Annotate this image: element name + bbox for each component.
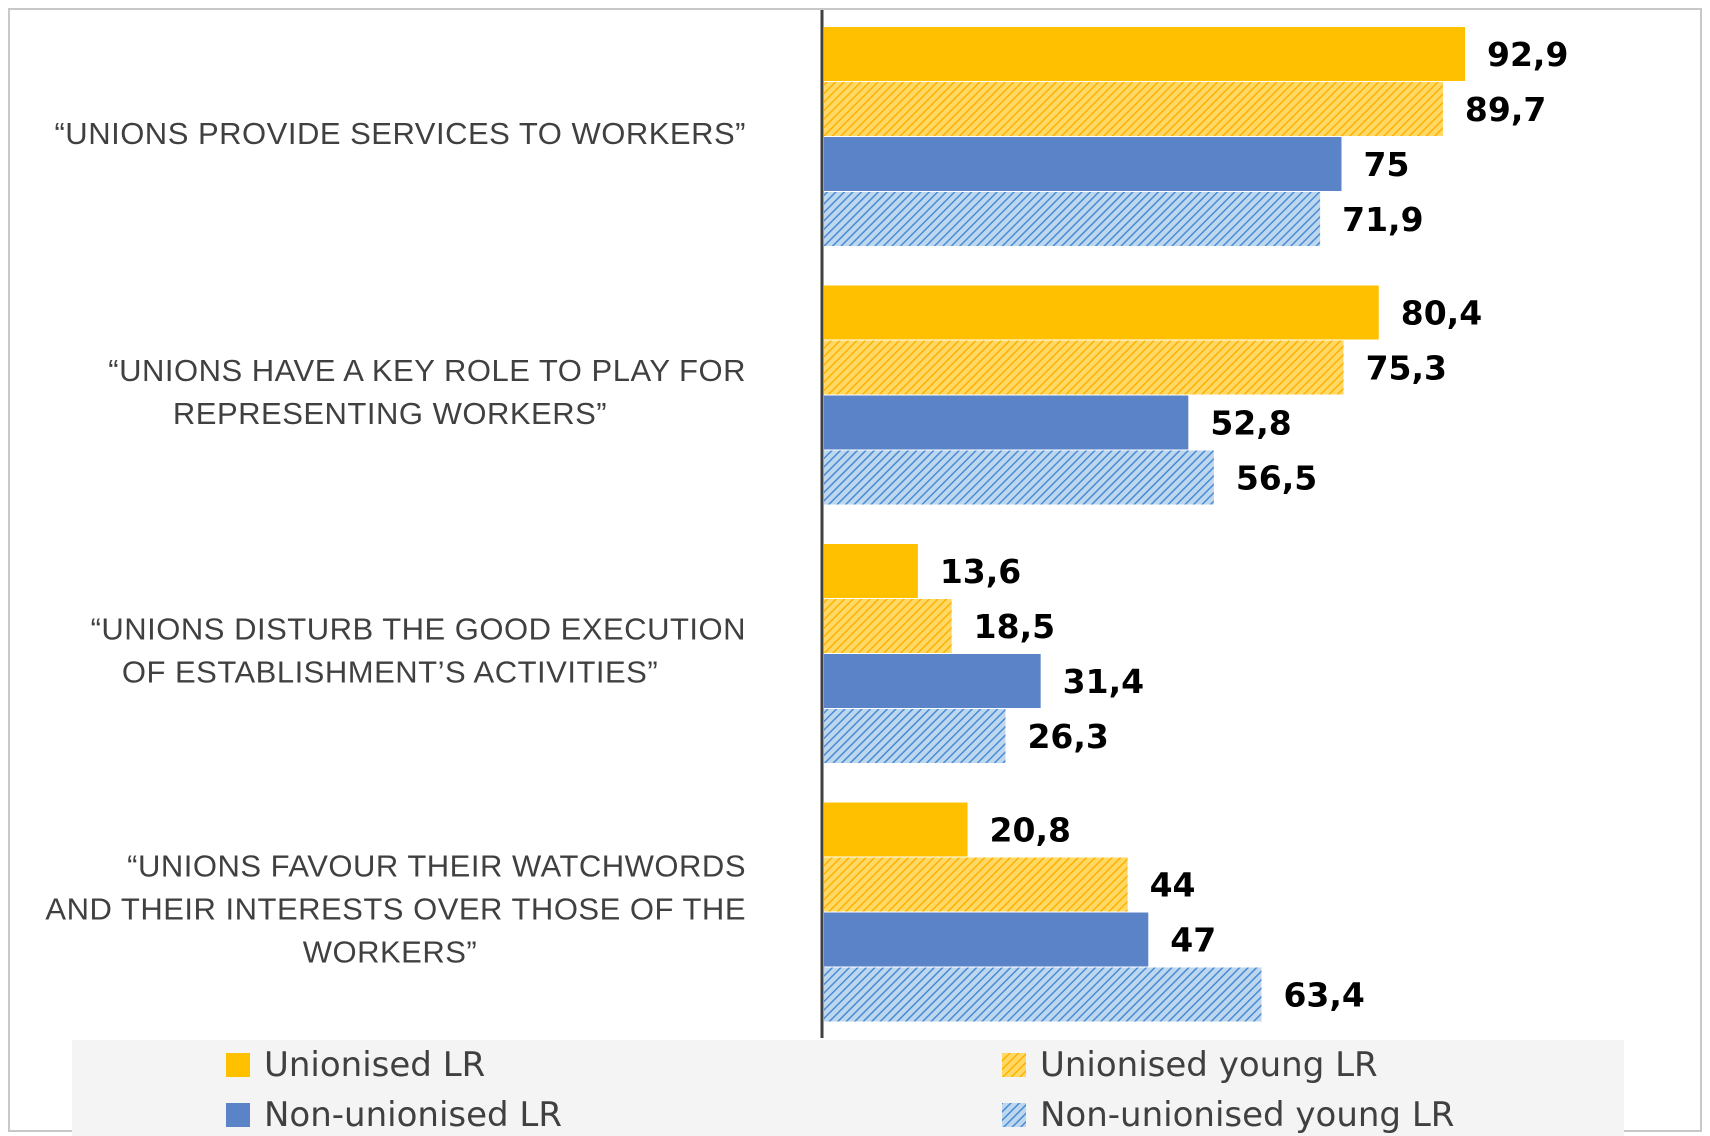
value-label-non-unionised-lr-cat-2: 52,8 <box>1210 404 1291 443</box>
bar-non-unionised-lr-cat-2 <box>824 395 1189 450</box>
value-label-unionised-young-lr-cat-4: 44 <box>1150 866 1196 905</box>
bar-unionised-young-lr-cat-2 <box>824 340 1344 395</box>
bar-unionised-young-lr-cat-1 <box>824 82 1443 136</box>
legend-swatch-non-unionised-young-lr <box>1002 1103 1026 1127</box>
value-label-non-unionised-lr-cat-4: 47 <box>1170 921 1216 960</box>
value-label-unionised-lr-cat-2: 80,4 <box>1401 294 1482 333</box>
value-label-unionised-young-lr-cat-3: 18,5 <box>974 607 1055 646</box>
bar-unionised-lr-cat-2 <box>824 285 1379 340</box>
bar-non-unionised-lr-cat-3 <box>824 654 1041 708</box>
value-label-unionised-young-lr-cat-2: 75,3 <box>1366 349 1447 388</box>
category-label-4-line-3: WORKERS” <box>303 934 478 969</box>
value-label-non-unionised-young-lr-cat-4: 63,4 <box>1283 976 1364 1015</box>
value-label-non-unionised-young-lr-cat-2: 56,5 <box>1236 459 1317 498</box>
category-label-1-line-1: “UNIONS PROVIDE SERVICES TO WORKERS” <box>54 116 746 151</box>
legend-swatch-unionised-lr <box>226 1053 250 1077</box>
value-label-unionised-young-lr-cat-1: 89,7 <box>1465 90 1546 129</box>
value-label-unionised-lr-cat-1: 92,9 <box>1487 35 1568 74</box>
bar-non-unionised-young-lr-cat-3 <box>824 709 1006 763</box>
legend-label-non-unionised-lr: Non-unionised LR <box>264 1095 562 1135</box>
bar-non-unionised-young-lr-cat-2 <box>824 450 1214 505</box>
value-label-non-unionised-lr-cat-1: 75 <box>1364 145 1410 184</box>
category-label-2-line-2: REPRESENTING WORKERS” <box>173 396 607 431</box>
category-label-4: “UNIONS FAVOUR THEIR WATCHWORDS AND THEIR… <box>45 848 746 969</box>
bar-unionised-lr-cat-1 <box>824 27 1466 81</box>
legend-label-non-unionised-young-lr: Non-unionised young LR <box>1040 1095 1454 1135</box>
bar-non-unionised-young-lr-cat-4 <box>824 967 1262 1022</box>
value-label-non-unionised-young-lr-cat-1: 71,9 <box>1342 200 1423 239</box>
legend-label-unionised-young-lr: Unionised young LR <box>1040 1045 1378 1085</box>
bar-non-unionised-lr-cat-4 <box>824 912 1149 967</box>
bar-unionised-lr-cat-4 <box>824 802 968 857</box>
value-labels-group: 92,9 89,7 75 71,9 80,4 75,3 52,8 56,5 13,6 18,531… <box>940 35 1569 1015</box>
legend-swatch-unionised-young-lr <box>1002 1053 1026 1077</box>
bar-non-unionised-lr-cat-1 <box>824 137 1342 191</box>
value-label-unionised-lr-cat-4: 20,8 <box>990 811 1071 850</box>
value-label-non-unionised-lr-cat-3: 31,4 <box>1063 662 1144 701</box>
value-label-non-unionised-young-lr-cat-3: 26,3 <box>1027 717 1108 756</box>
category-label-2-line-1: “UNIONS HAVE A KEY ROLE TO PLAY FOR <box>108 353 746 388</box>
category-label-3-line-2: OF ESTABLISHMENT’S ACTIVITIES” <box>122 654 658 689</box>
legend-swatch-non-unionised-lr <box>226 1103 250 1127</box>
legend-label-unionised-lr: Unionised LR <box>264 1045 485 1085</box>
bar-non-unionised-young-lr-cat-1 <box>824 192 1321 246</box>
legend-background <box>72 1040 1624 1136</box>
legend: Unionised LR Unionised young LR Non-unio… <box>226 1045 1454 1135</box>
bars-group <box>824 27 1466 1022</box>
category-label-4-line-1: “UNIONS FAVOUR THEIR WATCHWORDS <box>127 848 746 883</box>
category-label-3-line-1: “UNIONS DISTURB THE GOOD EXECUTION <box>91 611 746 646</box>
category-labels-group: “UNIONS PROVIDE SERVICES TO WORKERS” “UNI… <box>45 116 746 970</box>
bar-unionised-lr-cat-3 <box>824 544 918 598</box>
bar-unionised-young-lr-cat-3 <box>824 599 952 653</box>
category-label-3: “UNIONS DISTURB THE GOOD EXECUTION OF EST… <box>91 611 746 689</box>
category-label-1: “UNIONS PROVIDE SERVICES TO WORKERS” <box>54 116 746 151</box>
category-label-2: “UNIONS HAVE A KEY ROLE TO PLAY FOR REPRE… <box>108 353 746 431</box>
value-label-unionised-lr-cat-3: 13,6 <box>940 552 1021 591</box>
category-label-4-line-2: AND THEIR INTERESTS OVER THOSE OF THE <box>45 891 746 926</box>
bar-unionised-young-lr-cat-4 <box>824 857 1128 912</box>
